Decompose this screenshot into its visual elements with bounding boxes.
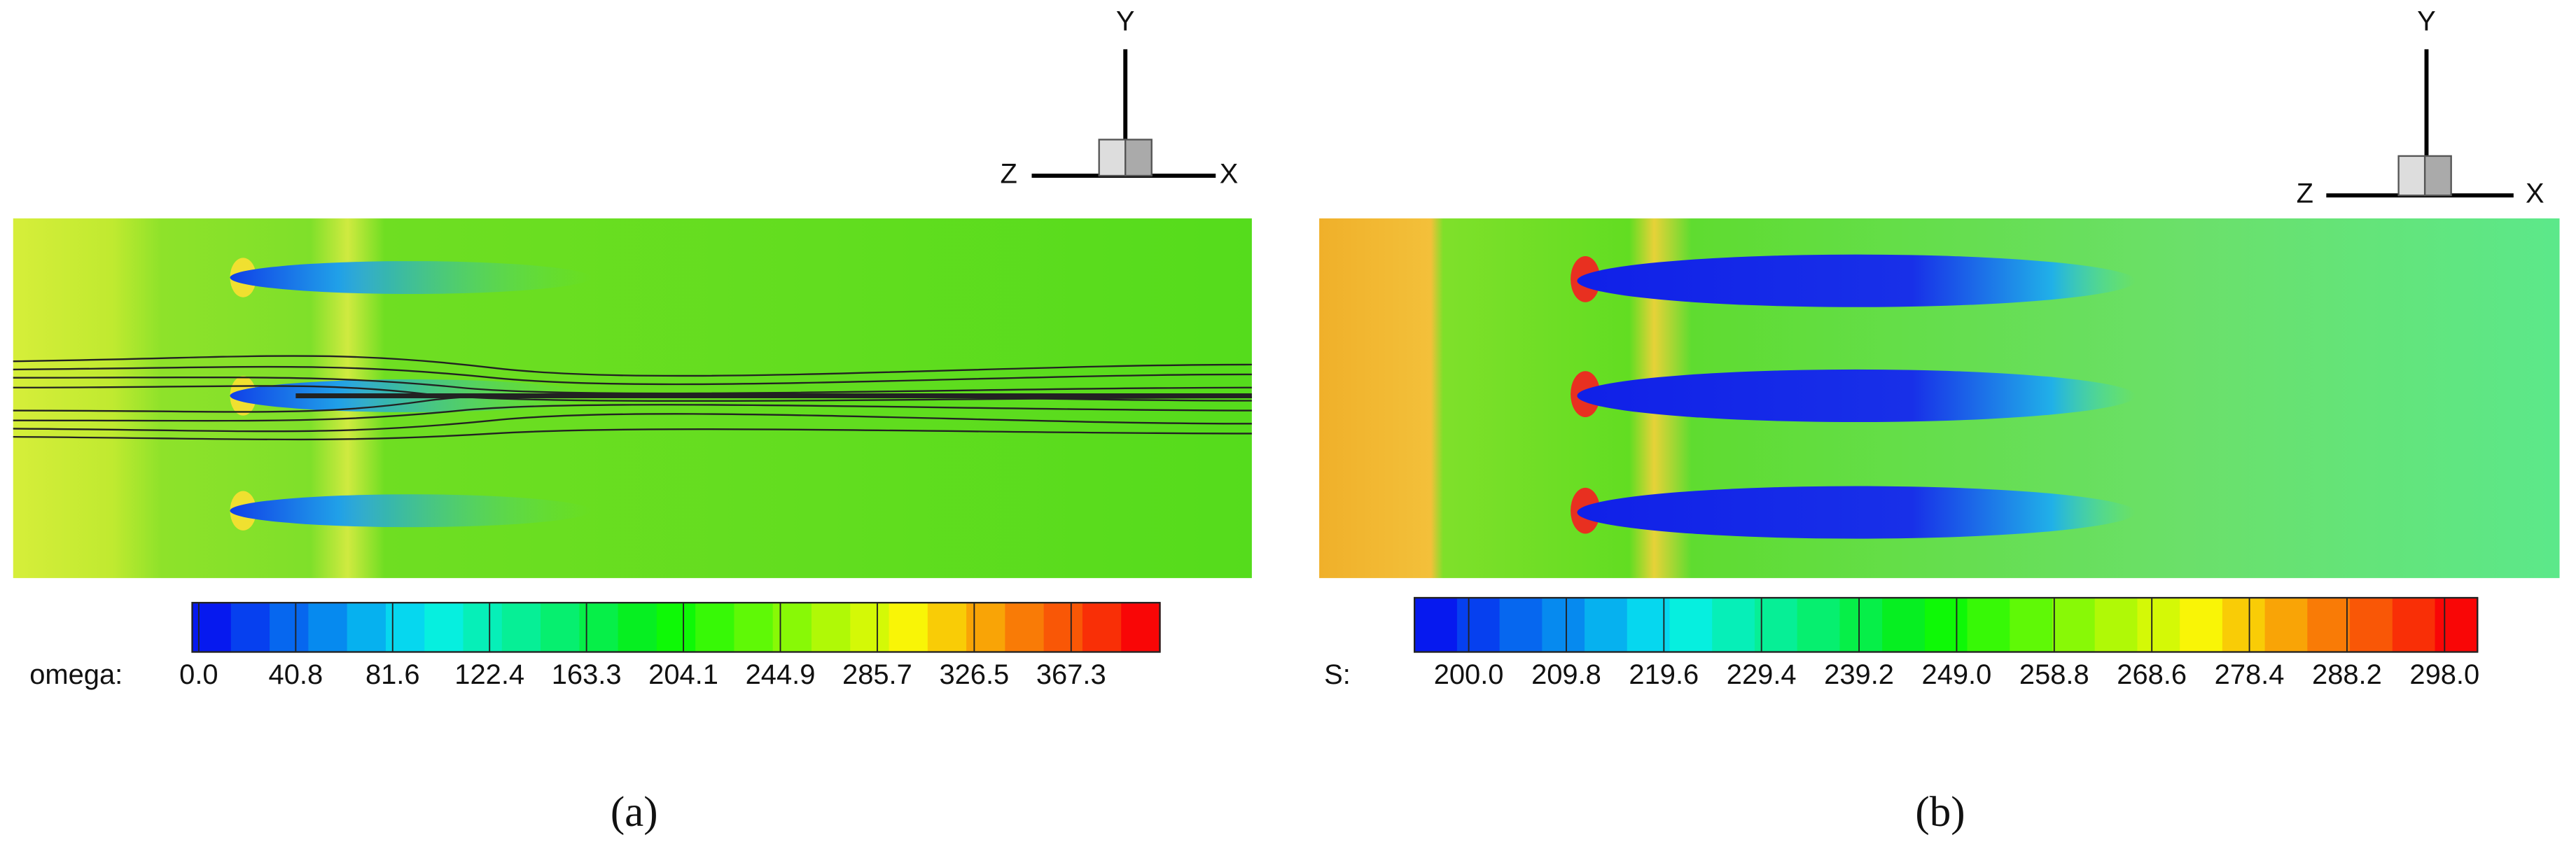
colorbar-segment (463, 603, 503, 652)
colorbar-tick-label: 326.5 (939, 659, 1009, 690)
colorbar-tick-label: 0.0 (179, 659, 218, 690)
colorbar-tick-label: 122.4 (454, 659, 524, 690)
colorbar-tick-label: 278.4 (2215, 659, 2285, 690)
colorbar-segment (1542, 598, 1586, 652)
colorbar-label: S: (1324, 659, 1351, 690)
colorbar-tick-label: 244.9 (746, 659, 816, 690)
colorbar-segment (385, 603, 426, 652)
contour-field-a (13, 218, 1252, 578)
colorbar-segment (1121, 603, 1161, 652)
colorbar-tick-label: 163.3 (552, 659, 622, 690)
colorbar-segment (1043, 603, 1084, 652)
colorbar-segment (1082, 603, 1122, 652)
colorbar-tick-label: 285.7 (842, 659, 912, 690)
colorbar-segment (308, 603, 348, 652)
colorbar-segment (2264, 598, 2309, 652)
axis-label-x: X (1220, 159, 1239, 190)
axis-label-x: X (2526, 178, 2544, 209)
colorbar-tick-label: 40.8 (269, 659, 323, 690)
axis-box (2423, 155, 2452, 197)
colorbar-segment (618, 603, 658, 652)
colorbar-tick-label: 219.6 (1629, 659, 1699, 690)
axis-box (1125, 139, 1153, 177)
colorbar-segment (811, 603, 851, 652)
colorbar-segment (230, 603, 271, 652)
colorbar-tick-label: 204.1 (648, 659, 718, 690)
colorbar-segment (1669, 598, 1713, 652)
colorbar-segment (2094, 598, 2138, 652)
colorbar-segment (695, 603, 735, 652)
colorbar-tick-label: 209.8 (1531, 659, 1601, 690)
colorbar-label: omega: (29, 659, 123, 690)
colorbar-segment (850, 603, 890, 652)
axis-label-z: Z (2297, 178, 2313, 209)
colorbar-segment (772, 603, 813, 652)
colorbar-segment (2222, 598, 2266, 652)
colorbar-segment (579, 603, 619, 652)
colorbar-tick-label: 258.8 (2019, 659, 2089, 690)
colorbar-segment (347, 603, 387, 652)
colorbar-segment (2180, 598, 2224, 652)
colorbar-tick-label: 249.0 (1922, 659, 1992, 690)
colorbar-segment (966, 603, 1006, 652)
colorbar-tick-label: 288.2 (2312, 659, 2382, 690)
colorbar-tick-label: 229.4 (1727, 659, 1797, 690)
colorbar-tick-label: 268.6 (2117, 659, 2187, 690)
colorbar-segment (1585, 598, 1628, 652)
colorbar-tick-label: 200.0 (1434, 659, 1504, 690)
panel-caption: (b) (1915, 789, 1965, 836)
colorbar-segment (2307, 598, 2351, 652)
axis-label-y: Y (1116, 6, 1135, 36)
colorbar-segment (2392, 598, 2436, 652)
panel-caption: (a) (611, 789, 658, 836)
colorbar-segment (2010, 598, 2054, 652)
colorbar-segment (656, 603, 697, 652)
colorbar-segment (1839, 598, 1884, 652)
colorbar-segment (424, 603, 464, 652)
colorbar-segment (1456, 598, 1501, 652)
colorbar-segment (541, 603, 580, 652)
axis-box (1098, 139, 1127, 177)
colorbar-frame (1413, 596, 2479, 653)
contour-field-b (1319, 218, 2560, 578)
wake-b (1571, 254, 2136, 539)
colorbar-segment (1712, 598, 1756, 652)
colorbar-segment (501, 603, 542, 652)
colorbar-segment (1005, 603, 1045, 652)
axis-label-z: Z (1000, 159, 1017, 190)
colorbar-tick-label: 367.3 (1036, 659, 1106, 690)
colorbar-segment (270, 603, 309, 652)
colorbar-segment (734, 603, 774, 652)
axis-label-y: Y (2417, 6, 2436, 36)
colorbar-segment (1414, 598, 1458, 652)
wake-a (230, 258, 592, 531)
colorbar-segment (1882, 598, 1926, 652)
colorbar-segment (1967, 598, 2011, 652)
colorbar-tick-label: 81.6 (365, 659, 420, 690)
colorbar-segment (1627, 598, 1671, 652)
colorbar-segment (1797, 598, 1841, 652)
axis-box (2397, 155, 2426, 197)
colorbar-segment (889, 603, 928, 652)
colorbar-frame (191, 601, 1161, 653)
streamlines (13, 355, 1252, 441)
colorbar-segment (927, 603, 968, 652)
colorbar-segment (1924, 598, 1968, 652)
colorbar-segment (2137, 598, 2181, 652)
colorbar-tick-label: 239.2 (1824, 659, 1894, 690)
colorbar-segment (2350, 598, 2393, 652)
colorbar-segment (2435, 598, 2479, 652)
colorbar-tick-label: 298.0 (2409, 659, 2479, 690)
colorbar-segment (1499, 598, 1543, 652)
colorbar-segment (2052, 598, 2096, 652)
